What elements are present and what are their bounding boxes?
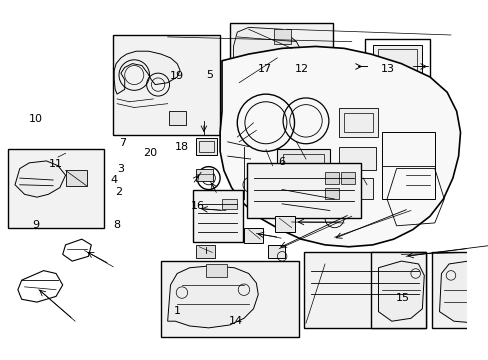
Bar — [161, 261, 299, 337]
Bar — [378, 49, 416, 82]
Bar — [341, 172, 354, 184]
Text: 3: 3 — [117, 164, 124, 174]
Polygon shape — [378, 261, 424, 321]
Text: 19: 19 — [169, 71, 183, 81]
Text: 18: 18 — [174, 142, 188, 152]
Bar — [344, 113, 372, 132]
Bar — [397, 266, 410, 277]
Text: 1: 1 — [173, 306, 180, 315]
Text: 20: 20 — [142, 148, 157, 158]
Bar — [431, 252, 488, 328]
Bar — [283, 154, 324, 178]
Text: 10: 10 — [29, 114, 42, 124]
Text: 17: 17 — [258, 64, 272, 75]
Bar — [244, 228, 263, 243]
Bar — [196, 168, 213, 181]
Bar — [339, 178, 372, 199]
Text: 12: 12 — [294, 64, 308, 75]
Bar — [196, 245, 215, 258]
Polygon shape — [114, 51, 180, 94]
Text: 2: 2 — [115, 187, 122, 197]
Text: 15: 15 — [395, 293, 409, 303]
Bar — [275, 216, 294, 231]
Bar — [382, 281, 395, 293]
Text: 6: 6 — [278, 157, 285, 167]
Bar — [196, 138, 217, 155]
Polygon shape — [15, 161, 65, 197]
Bar — [325, 188, 339, 199]
Text: 13: 13 — [380, 64, 394, 75]
Bar — [339, 147, 375, 171]
Bar — [205, 264, 226, 277]
Text: 4: 4 — [110, 175, 117, 185]
Bar — [372, 45, 422, 86]
Text: 7: 7 — [119, 138, 126, 148]
Bar — [304, 252, 426, 328]
Bar — [65, 171, 86, 186]
Text: 5: 5 — [206, 70, 213, 80]
Bar — [229, 23, 332, 107]
Polygon shape — [167, 266, 258, 328]
Polygon shape — [233, 27, 304, 99]
Bar — [365, 39, 429, 94]
Text: 8: 8 — [113, 220, 120, 230]
Bar — [267, 245, 285, 258]
Bar — [199, 141, 214, 152]
Bar — [273, 29, 290, 44]
Bar — [8, 149, 103, 228]
Bar — [113, 35, 220, 135]
Bar — [246, 163, 361, 218]
Polygon shape — [467, 192, 488, 208]
Text: 9: 9 — [32, 220, 39, 230]
Text: 11: 11 — [49, 159, 62, 169]
Text: 16: 16 — [190, 201, 204, 211]
Bar — [193, 189, 243, 242]
Bar — [339, 108, 377, 137]
Bar — [370, 252, 426, 328]
Polygon shape — [220, 46, 460, 247]
Text: 14: 14 — [229, 316, 243, 327]
Bar — [382, 266, 395, 277]
Bar — [168, 111, 185, 125]
Bar — [382, 132, 434, 199]
Bar — [277, 149, 329, 183]
Bar — [222, 199, 237, 208]
Bar — [325, 172, 339, 184]
Polygon shape — [439, 261, 488, 323]
